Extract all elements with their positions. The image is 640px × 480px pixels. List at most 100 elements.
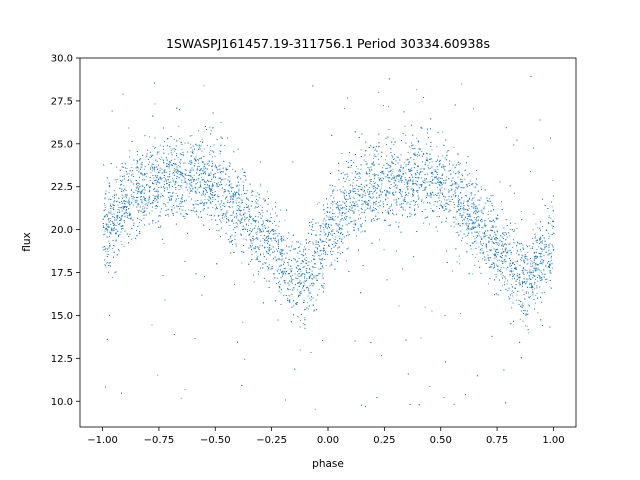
- data-point: [551, 206, 553, 208]
- data-point: [284, 262, 285, 263]
- data-point: [110, 210, 112, 212]
- data-point: [486, 251, 488, 252]
- data-point: [274, 250, 275, 252]
- data-point: [360, 149, 362, 151]
- data-point: [164, 178, 166, 180]
- data-point: [321, 265, 323, 267]
- data-point: [495, 264, 497, 266]
- data-point: [154, 148, 156, 149]
- data-point: [505, 231, 507, 233]
- data-point: [376, 187, 378, 189]
- data-point: [288, 264, 289, 266]
- data-point: [398, 222, 400, 224]
- data-point: [108, 240, 110, 242]
- data-point: [236, 198, 238, 199]
- data-point: [152, 222, 154, 224]
- data-point: [242, 199, 244, 201]
- data-point: [373, 181, 374, 183]
- data-point: [355, 205, 357, 207]
- data-point: [265, 280, 267, 282]
- data-point: [196, 214, 197, 216]
- data-point: [552, 180, 554, 181]
- data-point: [131, 167, 133, 168]
- data-point: [158, 179, 159, 180]
- data-point: [448, 189, 450, 191]
- data-point: [307, 287, 309, 289]
- data-point: [284, 219, 286, 221]
- data-point: [118, 206, 120, 208]
- data-point: [462, 207, 464, 208]
- data-point: [345, 178, 347, 180]
- data-point: [371, 219, 372, 221]
- data-point: [274, 201, 276, 203]
- data-point: [325, 265, 327, 266]
- data-point: [477, 225, 479, 227]
- data-point: [118, 236, 119, 238]
- data-point: [356, 193, 358, 195]
- data-point: [523, 259, 525, 261]
- data-point: [256, 207, 258, 208]
- data-point: [411, 167, 412, 169]
- data-point: [257, 200, 259, 202]
- data-point: [188, 196, 190, 198]
- data-point: [183, 154, 185, 156]
- data-point: [393, 175, 395, 177]
- data-point: [115, 181, 117, 183]
- data-point: [521, 260, 522, 262]
- data-point: [502, 251, 504, 253]
- data-point: [124, 206, 126, 208]
- data-point: [537, 267, 539, 269]
- data-point: [220, 122, 222, 123]
- data-point: [531, 288, 533, 290]
- data-point: [213, 174, 215, 176]
- data-point: [245, 229, 246, 230]
- data-point: [154, 147, 156, 148]
- data-point: [548, 238, 550, 239]
- data-point: [180, 163, 182, 165]
- data-point: [475, 221, 476, 223]
- data-point: [182, 205, 184, 207]
- data-point: [453, 226, 455, 228]
- data-point: [548, 249, 550, 251]
- data-point: [322, 285, 324, 287]
- data-point: [516, 294, 518, 296]
- data-point: [279, 259, 281, 260]
- data-point: [431, 310, 433, 312]
- data-point: [454, 183, 456, 184]
- data-point: [216, 166, 217, 168]
- data-point: [281, 254, 283, 256]
- data-point: [174, 158, 176, 160]
- data-point: [334, 259, 336, 261]
- data-point: [197, 188, 199, 190]
- data-point: [316, 252, 318, 254]
- data-point: [431, 149, 433, 151]
- data-point: [455, 223, 457, 225]
- data-point: [208, 187, 210, 189]
- data-point: [522, 244, 524, 246]
- data-point: [273, 230, 275, 232]
- data-point: [333, 200, 335, 202]
- data-point: [248, 220, 250, 222]
- data-point: [314, 267, 316, 268]
- data-point: [225, 216, 227, 217]
- data-point: [475, 205, 477, 207]
- data-point: [218, 215, 220, 217]
- data-point: [412, 188, 414, 190]
- data-point: [285, 268, 286, 270]
- data-point: [458, 255, 460, 257]
- data-point: [144, 179, 145, 181]
- data-point: [225, 184, 227, 186]
- data-point: [490, 264, 492, 265]
- data-point: [374, 149, 376, 151]
- data-point: [419, 174, 420, 176]
- data-point: [460, 202, 462, 203]
- data-point: [516, 252, 518, 254]
- data-point: [249, 228, 251, 230]
- data-point: [324, 254, 326, 255]
- data-point: [209, 126, 211, 128]
- data-point: [497, 260, 499, 262]
- data-point: [528, 304, 530, 306]
- data-point: [457, 231, 459, 233]
- data-point: [315, 244, 317, 245]
- data-point: [276, 248, 277, 250]
